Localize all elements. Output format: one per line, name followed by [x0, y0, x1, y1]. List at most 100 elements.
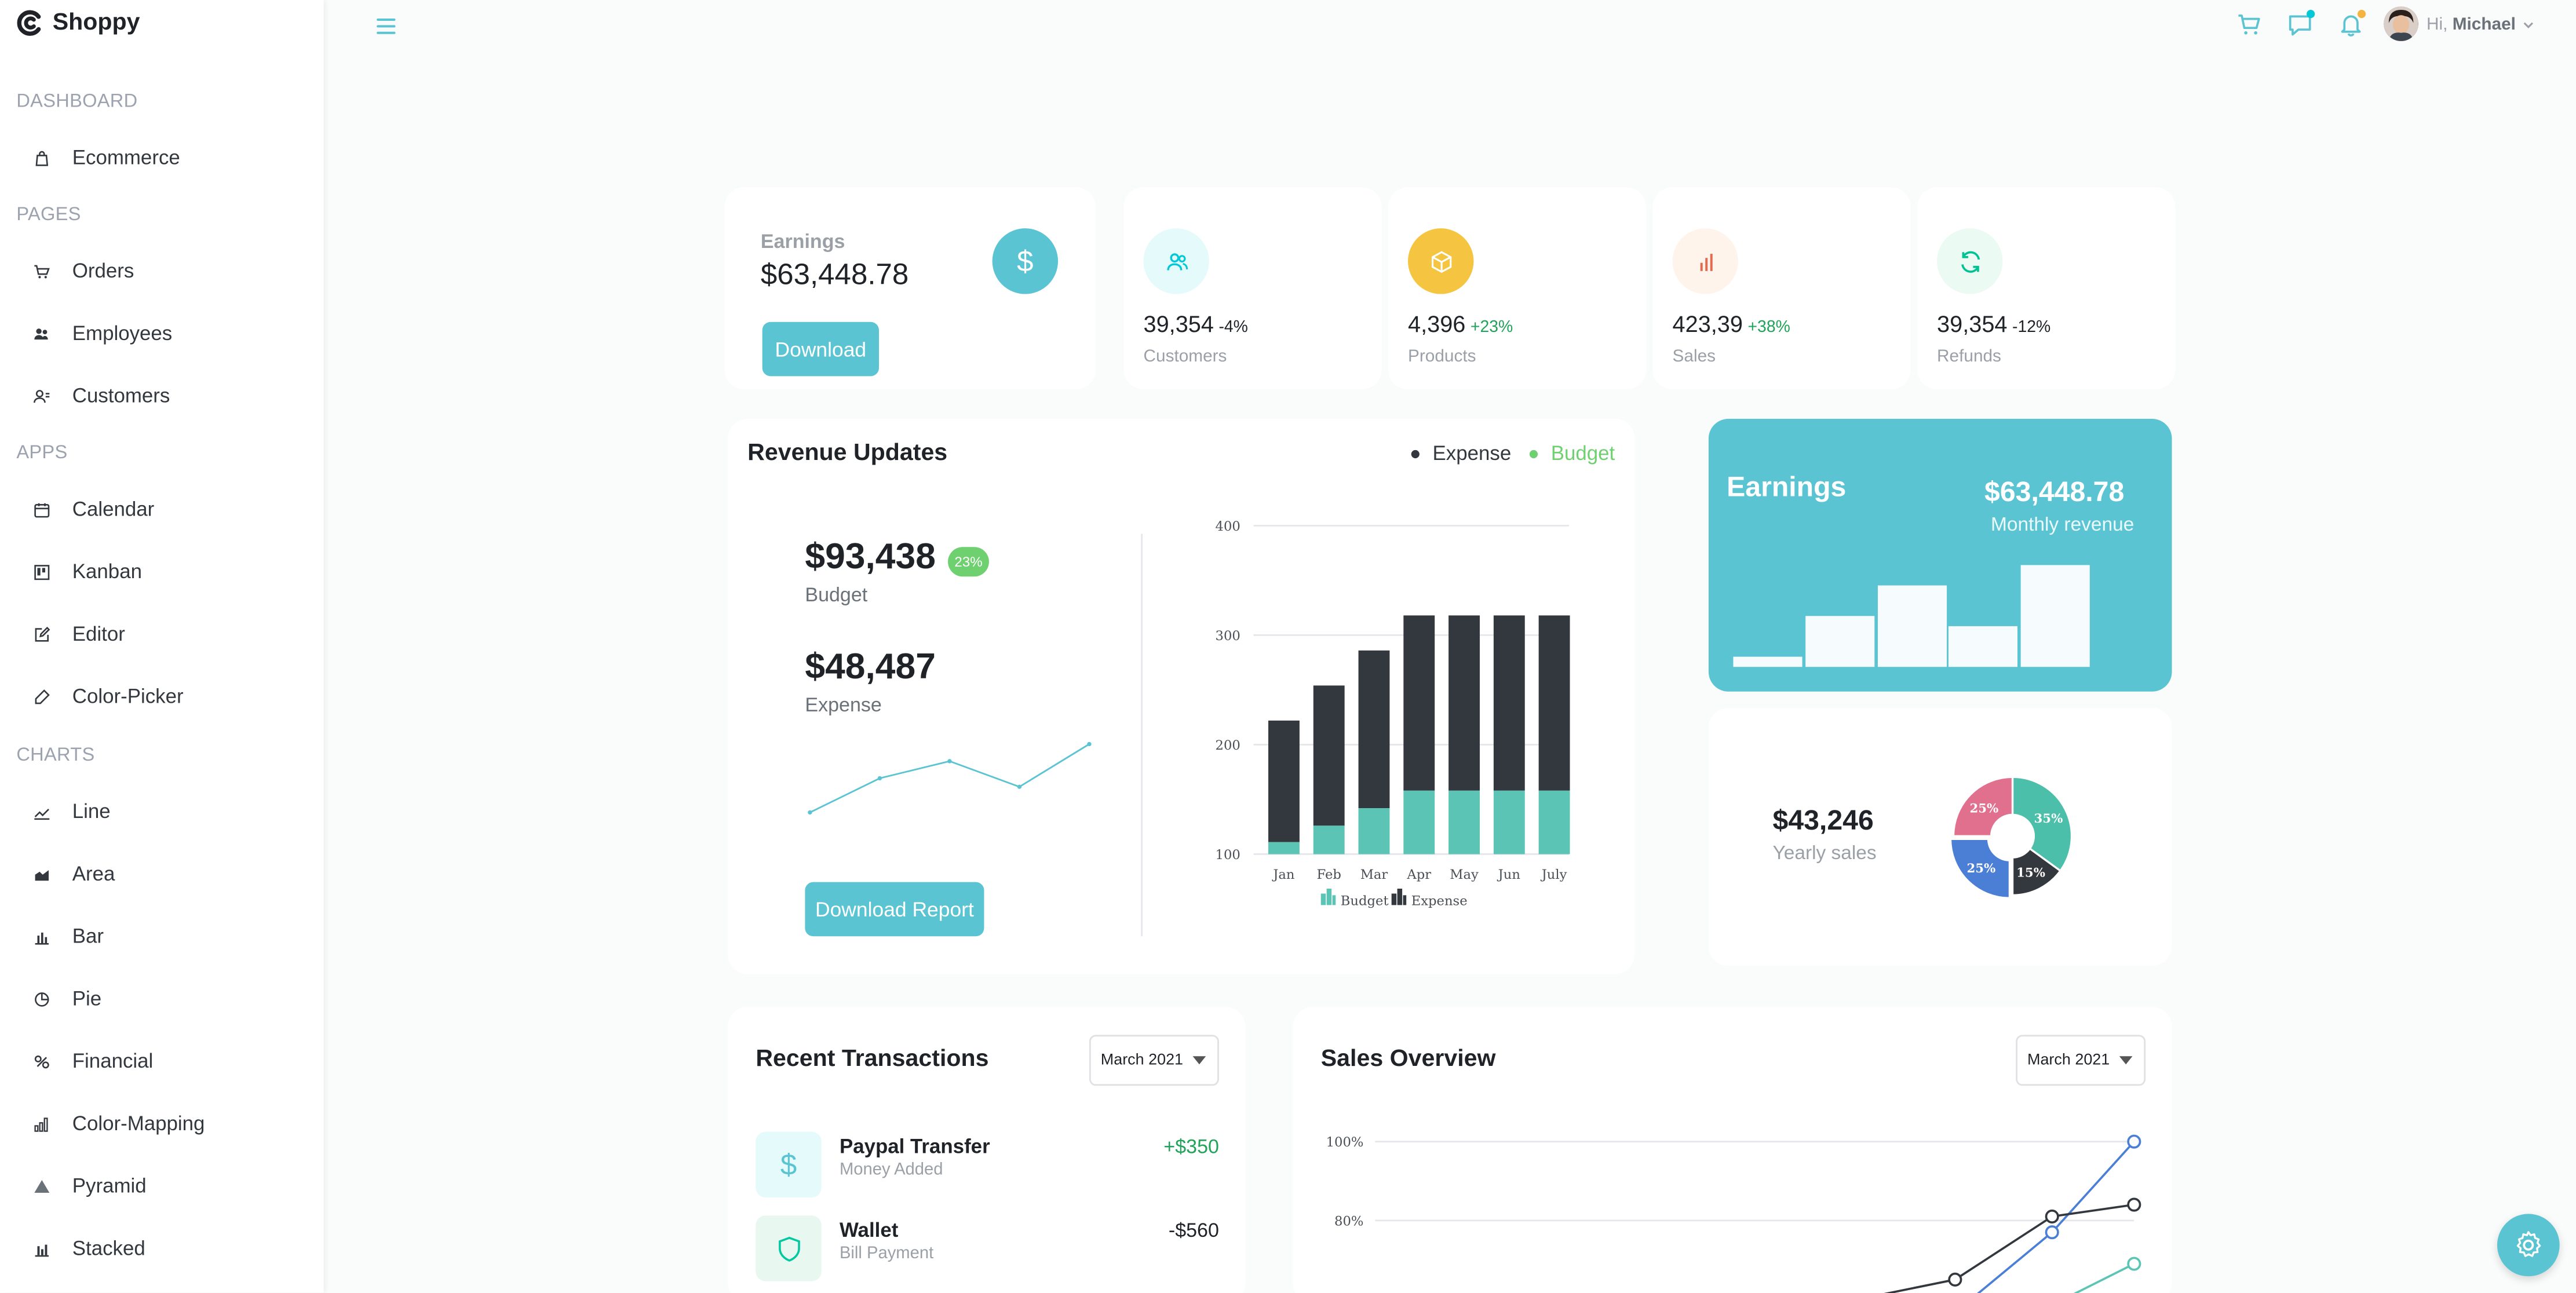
box-icon[interactable]	[1408, 228, 1474, 294]
legend-swatch	[1397, 889, 1403, 905]
stat-value: 39,354 -4%	[1144, 311, 1248, 337]
pie-slice-label: 35%	[2034, 812, 2063, 826]
sidebar-item-pyramid[interactable]: Pyramid	[31, 1170, 147, 1203]
stat-value: 39,354 -12%	[1937, 311, 2050, 337]
budget-label: Budget	[805, 583, 868, 607]
pie-slice	[1949, 838, 2011, 900]
sidebar-item-line[interactable]: Line	[31, 795, 111, 828]
bell-icon[interactable]	[2338, 12, 2364, 38]
legend-expense-label: Expense	[1432, 441, 1512, 465]
pie-slice-label: 25%	[1966, 861, 1995, 876]
calendar-icon	[31, 499, 51, 519]
sidebar-item-calendar[interactable]: Calendar	[31, 493, 154, 526]
user-greeting[interactable]: Hi, Michael	[2427, 15, 2516, 35]
edit-icon	[31, 624, 51, 644]
yearly-label: Yearly sales	[1772, 841, 1877, 864]
chat-icon[interactable]	[2287, 12, 2313, 38]
download-report-button[interactable]: Download Report	[805, 882, 984, 937]
sidebar-item-label: Area	[72, 862, 115, 886]
earnings-title: Earnings	[760, 229, 845, 253]
dollar-symbol: $	[1017, 244, 1034, 277]
stat-card-products: 4,396 +23% Products	[1388, 187, 1647, 390]
refresh-icon[interactable]	[1937, 228, 2003, 294]
sales-point	[2045, 1209, 2059, 1224]
sidebar-item-label: Stacked	[72, 1237, 145, 1260]
sidebar-item-orders[interactable]: Orders	[31, 255, 134, 288]
earnings-monthly-card: Earnings $63,448.78 Monthly revenue	[1708, 419, 2172, 692]
legend-expense-dot	[1411, 449, 1420, 458]
bar-budget-apr	[1403, 790, 1435, 854]
sparkline-point	[808, 810, 812, 815]
sidebar-item-editor[interactable]: Editor	[31, 618, 125, 651]
settings-button[interactable]	[2497, 1214, 2560, 1277]
x-tick-label: July	[1541, 867, 1567, 882]
monthly-revenue-bar	[1805, 616, 1875, 667]
pie-slice-label: 15%	[2016, 866, 2045, 881]
sparkline-point	[1017, 784, 1022, 789]
sidebar-item-label: Financial	[72, 1049, 154, 1073]
customers-icon	[31, 386, 51, 406]
sidebar-item-label: Customers	[72, 384, 170, 408]
stat-card-customers: 39,354 -4% Customers	[1123, 187, 1382, 390]
earnings-teal-value: $63,448.78	[1984, 476, 2125, 508]
pie-slice	[2011, 847, 2062, 897]
sales-select-value: March 2021	[2027, 1051, 2110, 1069]
stat-value: 423,39 +38%	[1673, 311, 1790, 337]
bar-chart-icon[interactable]	[1672, 228, 1738, 294]
stat-card-sales: 423,39 +38% Sales	[1652, 187, 1911, 390]
sidebar-item-stacked[interactable]: Stacked	[31, 1232, 145, 1265]
pie-slice	[2011, 776, 2073, 872]
sidebar-item-color-picker[interactable]: Color-Picker	[31, 680, 184, 713]
sidebar-item-color-mapping[interactable]: Color-Mapping	[31, 1107, 205, 1140]
stat-change: +38%	[1747, 319, 1790, 337]
sidebar-item-pie[interactable]: Pie	[31, 982, 101, 1016]
financial-icon	[31, 1051, 51, 1071]
monthly-revenue-bar	[1948, 626, 2017, 667]
sidebar-item-bar[interactable]: Bar	[31, 920, 104, 953]
legend-swatch	[1391, 893, 1397, 905]
expense-value: $48,487	[805, 645, 936, 687]
legend-swatch	[1332, 895, 1336, 905]
x-tick-label: May	[1450, 867, 1479, 882]
earnings-teal-subtitle: Monthly revenue	[1991, 512, 2134, 536]
sparkline-point	[877, 776, 882, 781]
revenue-updates-card: Revenue Updates Expense Budget $93,438 2…	[728, 419, 1635, 974]
menu-icon[interactable]	[374, 15, 397, 38]
sidebar-item-kanban[interactable]: Kanban	[31, 555, 142, 588]
sidebar-item-label: Pyramid	[72, 1174, 147, 1198]
chevron-down-icon[interactable]	[2522, 18, 2535, 31]
sidebar-section-dashboard: DASHBOARD	[16, 92, 138, 112]
bar-expense-may	[1448, 615, 1480, 791]
cart-icon[interactable]	[2236, 12, 2262, 38]
y-tick-label: 200	[1216, 738, 1240, 753]
sidebar-item-employees[interactable]: Employees	[31, 317, 172, 350]
bar-expense-jun	[1493, 615, 1525, 791]
monthly-revenue-bar	[1877, 585, 1947, 667]
customers-icon[interactable]	[1143, 228, 1209, 294]
sidebar-item-financial[interactable]: Financial	[31, 1044, 153, 1078]
budget-value: $93,438	[805, 535, 936, 577]
earnings-card: Earnings $63,448.78 $ Download	[724, 187, 1096, 390]
sales-point	[2045, 1225, 2059, 1240]
stat-change: -4%	[1218, 319, 1248, 337]
bar-expense-mar	[1358, 650, 1390, 809]
transaction-amount: +$350	[1163, 1135, 1219, 1159]
legend-budget-label: Budget	[1550, 441, 1615, 465]
sidebar-item-label: Kanban	[72, 560, 143, 583]
sidebar-item-area[interactable]: Area	[31, 857, 115, 890]
avatar[interactable]	[2384, 6, 2418, 41]
greeting-text: Hi,	[2427, 14, 2448, 35]
pie-slice-label: 25%	[1969, 802, 1998, 816]
sales-month-select[interactable]: March 2021	[2016, 1035, 2146, 1086]
sidebar-item-ecommerce[interactable]: Ecommerce	[31, 141, 180, 174]
yearly-sales-pie: 35% 15% 25% 25%	[1949, 776, 2073, 900]
app-logo[interactable]: Shoppy	[16, 10, 140, 36]
sidebar-item-customers[interactable]: Customers	[31, 379, 170, 412]
sidebar-section-pages: PAGES	[16, 205, 81, 225]
chevron-down-icon	[2119, 1056, 2133, 1065]
download-button[interactable]: Download	[762, 322, 879, 377]
recent-transactions-card: Recent Transactions March 2021 $ Paypal T…	[728, 1007, 1246, 1293]
sales-point	[1948, 1272, 1962, 1287]
bar-expense-feb	[1313, 685, 1345, 826]
transactions-month-select[interactable]: March 2021	[1089, 1035, 1219, 1086]
